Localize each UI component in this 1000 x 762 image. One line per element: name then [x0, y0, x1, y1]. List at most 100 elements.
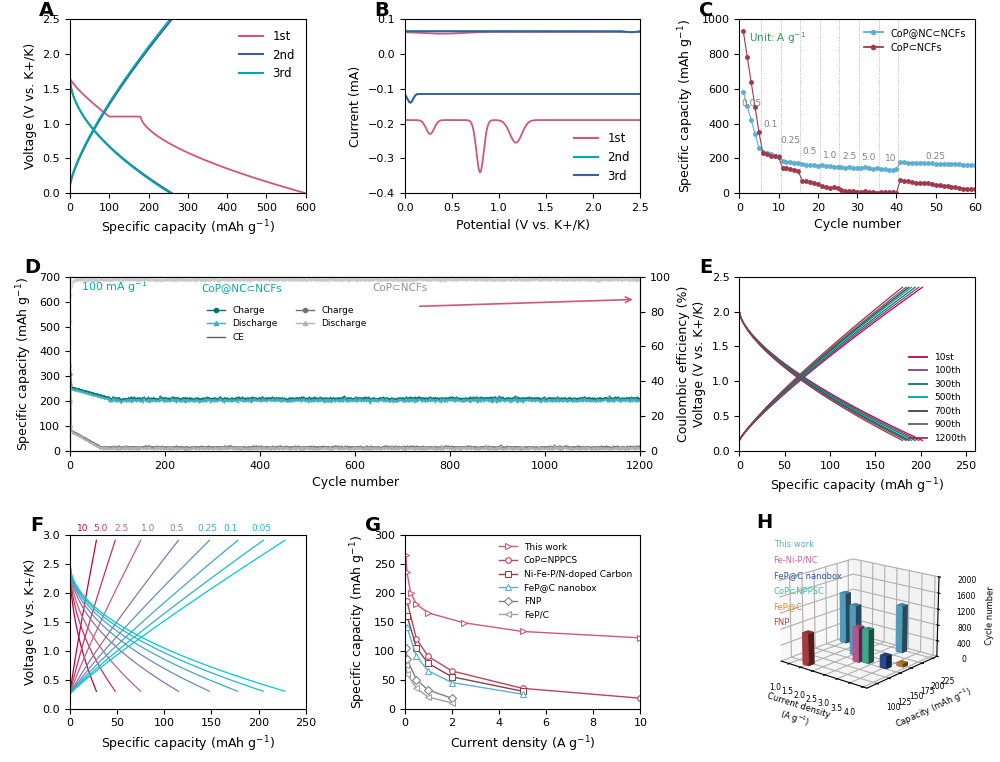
Point: [342, 273, 358, 285]
Point: [478, 274, 494, 286]
Point: [578, 274, 594, 286]
Point: [62, 436, 78, 448]
Point: [90, 274, 106, 286]
Point: [345, 274, 361, 286]
Point: [67, 274, 83, 286]
Point: [584, 273, 600, 285]
Point: [267, 274, 283, 286]
Text: 10: 10: [77, 524, 89, 533]
Point: [127, 273, 143, 285]
Point: [295, 273, 311, 285]
Line: FeP/C: FeP/C: [403, 662, 455, 706]
Ni-Fe-P/N-doped Carbon: [516, 687, 528, 696]
Charge : [364, 443, 376, 452]
Point: [496, 273, 512, 285]
Point: [156, 274, 172, 286]
Point: [313, 273, 329, 285]
Point: [235, 274, 251, 286]
Point: [464, 273, 480, 285]
Charge: [364, 397, 376, 406]
Point: [161, 274, 177, 286]
Point: [366, 274, 382, 286]
Point: [431, 272, 447, 284]
Point: [64, 277, 80, 289]
Point: [550, 274, 566, 286]
Text: 0.05: 0.05: [741, 99, 761, 108]
Line: CoP⊂NPPCS: CoP⊂NPPCS: [404, 598, 643, 701]
Point: [240, 274, 256, 286]
Point: [271, 274, 287, 286]
Point: [272, 274, 288, 286]
Point: [178, 274, 194, 286]
Point: [294, 274, 310, 286]
Point: [65, 274, 81, 287]
Point: [97, 274, 113, 286]
Ni-Fe-P/N-doped Carbon: [446, 672, 458, 681]
Point: [576, 274, 592, 287]
Text: 100 mA g$^{-1}$: 100 mA g$^{-1}$: [81, 277, 148, 296]
Point: [75, 274, 91, 287]
Point: [170, 275, 186, 287]
Point: [98, 274, 114, 287]
Point: [412, 274, 428, 286]
Point: [632, 274, 648, 286]
Point: [110, 273, 126, 285]
Point: [569, 273, 585, 285]
Point: [231, 274, 247, 286]
Point: [225, 274, 241, 286]
Point: [397, 274, 413, 286]
Point: [426, 273, 442, 285]
Point: [245, 273, 261, 285]
Point: [625, 273, 641, 285]
Point: [243, 273, 259, 285]
Point: [262, 274, 278, 286]
Point: [63, 315, 79, 327]
Point: [513, 274, 529, 286]
Point: [541, 274, 557, 286]
Point: [108, 273, 124, 285]
Point: [438, 274, 454, 286]
Point: [495, 274, 511, 286]
Point: [274, 274, 290, 286]
Point: [497, 274, 513, 286]
Point: [590, 274, 606, 286]
Point: [603, 274, 619, 286]
Point: [258, 274, 274, 286]
Point: [67, 274, 83, 287]
Point: [455, 273, 471, 285]
Point: [354, 274, 370, 286]
Point: [334, 274, 350, 286]
Point: [612, 273, 628, 285]
Point: [93, 273, 109, 285]
Point: [408, 274, 424, 286]
Point: [567, 273, 583, 285]
Point: [608, 273, 624, 285]
Point: [117, 274, 133, 286]
Point: [393, 274, 409, 286]
Point: [219, 274, 235, 286]
Point: [399, 274, 415, 286]
Charge: [64, 360, 76, 369]
Point: [144, 274, 160, 287]
Point: [550, 274, 566, 286]
Point: [120, 273, 136, 285]
Point: [204, 273, 220, 285]
Point: [439, 274, 455, 286]
Point: [173, 274, 189, 286]
Point: [422, 274, 438, 286]
Point: [221, 274, 237, 286]
Point: [606, 273, 622, 285]
Point: [112, 273, 128, 285]
FeP@C nanobox: [410, 652, 422, 661]
Point: [541, 274, 557, 287]
Point: [547, 274, 563, 286]
Discharge: [140, 395, 152, 405]
Point: [548, 274, 564, 286]
Point: [254, 273, 270, 285]
Point: [436, 273, 452, 285]
CoP⊂NPPCS: [634, 693, 646, 703]
Point: [335, 273, 351, 285]
Point: [265, 273, 281, 285]
Point: [607, 274, 623, 286]
Point: [518, 274, 534, 286]
